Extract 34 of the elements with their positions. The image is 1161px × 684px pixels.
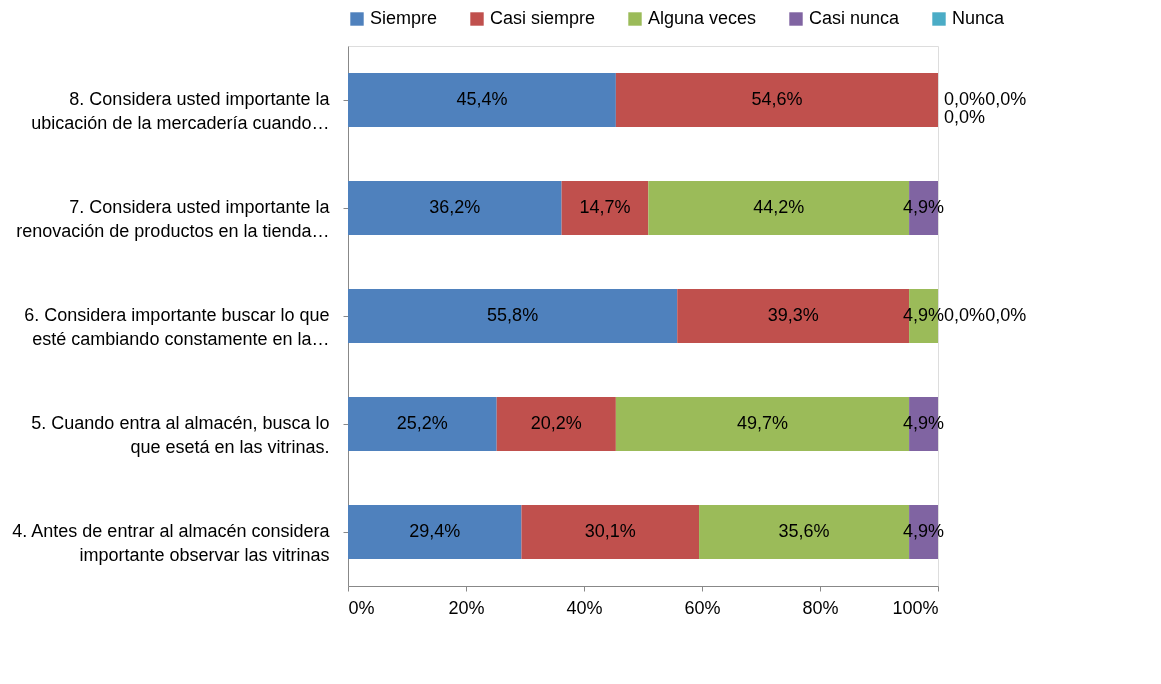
x-tick-label: 20%	[448, 597, 485, 618]
data-label: 0,0%	[985, 89, 1027, 109]
data-label: 35,6%	[778, 521, 830, 541]
x-tick-label: 0%	[348, 597, 375, 618]
data-label: 0,0%	[944, 89, 986, 109]
data-label: 55,8%	[487, 305, 539, 325]
legend-label: Casi nunca	[809, 8, 901, 28]
y-tick-label: 4. Antes de entrar al almacén considera importante observar las vitrinas	[12, 521, 331, 565]
y-tick-label: 8. Considera usted importante la ubicación de la mercadería cuando…	[31, 89, 331, 133]
legend-label: Alguna veces	[648, 8, 757, 28]
data-label: 20,2%	[530, 413, 582, 433]
data-label: 0,0%	[944, 107, 986, 127]
data-label: 0,0%	[944, 305, 986, 325]
data-label: 30,1%	[584, 521, 636, 541]
data-label: 25,2%	[396, 413, 448, 433]
data-label: 44,2%	[753, 197, 805, 217]
data-label: 36,2%	[429, 197, 481, 217]
data-label: 54,6%	[751, 89, 803, 109]
x-tick-label: 40%	[566, 597, 603, 618]
y-tick-label: 5. Cuando entra al almacén, busca lo que esetá en las vitrinas.	[31, 413, 330, 457]
legend-label: Casi siempre	[490, 8, 596, 28]
y-tick-label: 6. Considera importante buscar lo que esté cambiando constamente en la…	[24, 305, 330, 349]
x-tick-label: 100%	[892, 597, 939, 618]
x-tick-label: 80%	[802, 597, 839, 618]
data-label: 39,3%	[767, 305, 819, 325]
y-tick-label: 7. Considera usted importante la renovación de productos en la tienda…	[16, 197, 331, 241]
legend-label: Siempre	[370, 8, 438, 28]
x-tick-label: 60%	[684, 597, 721, 618]
data-label: 29,4%	[409, 521, 461, 541]
data-label: 0,0%	[985, 305, 1027, 325]
data-label: 49,7%	[736, 413, 788, 433]
legend-label: Nunca	[952, 8, 1006, 28]
data-label: 14,7%	[579, 197, 631, 217]
data-label: 45,4%	[456, 89, 508, 109]
